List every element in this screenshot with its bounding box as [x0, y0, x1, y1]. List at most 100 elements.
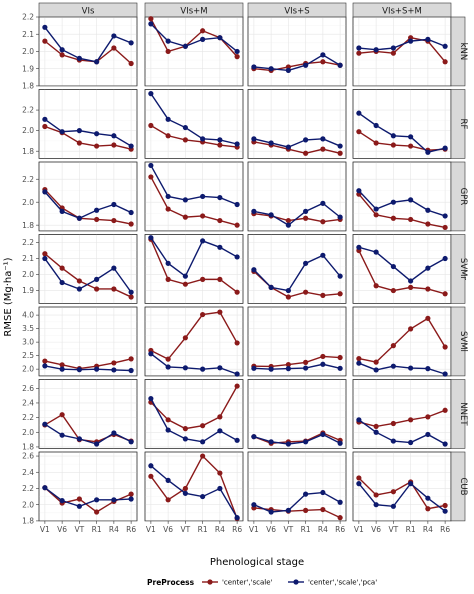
- data-point: [425, 495, 431, 501]
- data-point: [442, 407, 448, 413]
- data-point: [268, 366, 274, 372]
- data-point: [408, 38, 414, 44]
- data-point: [42, 358, 48, 364]
- series-line-1: [44, 413, 132, 443]
- data-point: [442, 502, 448, 509]
- panel-svml-vis-m: [144, 306, 244, 377]
- series-line-1: [358, 477, 446, 510]
- panel-border: [38, 234, 138, 304]
- data-point: [268, 212, 274, 218]
- data-point: [373, 212, 379, 218]
- data-point: [111, 133, 117, 139]
- panel-background: [144, 234, 244, 304]
- panel-background: [352, 161, 452, 232]
- data-point: [390, 363, 396, 369]
- y-tick-label: 3.0: [22, 338, 34, 347]
- panel-knn-vis-s: [247, 16, 347, 87]
- x-tick-label: VT: [389, 525, 399, 534]
- panel-background: [38, 451, 138, 522]
- data-point: [234, 54, 240, 60]
- data-point: [200, 238, 206, 244]
- data-point: [165, 276, 171, 282]
- y-tick-label: 2.1: [22, 30, 34, 39]
- data-point: [165, 477, 171, 483]
- panel-background: [247, 306, 347, 377]
- data-point: [337, 365, 343, 371]
- data-point: [408, 326, 414, 332]
- data-point: [337, 150, 343, 156]
- series-line-1: [44, 189, 132, 225]
- series-line-1: [253, 61, 341, 72]
- data-point: [42, 116, 48, 122]
- data-point: [128, 491, 134, 497]
- row-strip-label: NNET: [458, 402, 468, 426]
- data-point: [320, 489, 326, 496]
- panel-svmr-vis-m: [144, 234, 244, 304]
- series-line-1: [358, 36, 446, 63]
- y-tick-label: 1.8: [22, 221, 34, 230]
- data-point: [425, 207, 431, 213]
- panel-knn-vis-m: [144, 16, 244, 87]
- data-point: [182, 124, 188, 131]
- x-axis-vis: V1 V6 VT R1 R4 R6: [40, 520, 136, 534]
- panel-border: [144, 161, 244, 232]
- panel-cub-vis-s-m: [352, 451, 452, 522]
- panel-border: [247, 451, 347, 522]
- y-tick-label: 2.4: [22, 468, 34, 477]
- data-point: [76, 503, 82, 509]
- data-point: [182, 281, 188, 287]
- data-point: [268, 66, 274, 72]
- x-tick-label: V6: [266, 525, 276, 534]
- panel-svmr-vis: [38, 234, 138, 304]
- panel-border: [144, 451, 244, 522]
- data-point: [390, 50, 396, 56]
- data-point: [128, 209, 134, 216]
- data-point: [425, 36, 431, 42]
- data-point: [128, 221, 134, 227]
- row-strip-box: [450, 379, 466, 449]
- data-point: [42, 123, 48, 130]
- panel-rf-vis-m: [144, 89, 244, 159]
- x-tick-label: R1: [92, 525, 102, 534]
- series-line-2: [44, 258, 132, 293]
- data-point: [425, 366, 431, 372]
- data-point: [111, 201, 117, 208]
- series-line-2: [150, 93, 238, 145]
- data-point: [390, 263, 396, 270]
- data-point: [303, 62, 309, 68]
- data-point: [303, 289, 309, 295]
- panel-gpr-vis-s-m: [352, 161, 452, 232]
- data-point: [42, 255, 48, 262]
- data-point: [408, 197, 414, 203]
- x-tick-label: VT: [75, 525, 85, 534]
- series-line-2: [358, 482, 446, 512]
- panel-border: [144, 379, 244, 449]
- data-point: [408, 417, 414, 423]
- x-tick-label: V6: [163, 525, 173, 534]
- data-point: [303, 507, 309, 513]
- data-point: [356, 475, 362, 481]
- row-nnet: 1.8 2.0 2.2 2.4 2.6 NNET: [22, 379, 468, 452]
- data-point: [251, 434, 257, 440]
- series-line-1: [150, 124, 238, 148]
- data-point: [425, 149, 431, 155]
- data-point: [165, 356, 171, 362]
- row-strip-box: [450, 306, 466, 377]
- data-point: [285, 144, 291, 150]
- data-point: [148, 473, 154, 479]
- y-tick-label: 2.2: [22, 13, 34, 22]
- data-point: [337, 143, 343, 149]
- data-point: [165, 38, 171, 44]
- panel-cub-vis-s: [247, 451, 347, 522]
- data-point: [94, 286, 100, 292]
- data-point: [320, 136, 326, 142]
- data-point: [390, 420, 396, 427]
- data-point: [408, 216, 414, 223]
- data-point: [94, 216, 100, 223]
- data-point: [182, 426, 188, 432]
- data-point: [442, 441, 448, 447]
- data-point: [320, 59, 326, 65]
- data-point: [111, 497, 117, 503]
- data-point: [94, 509, 100, 515]
- data-point: [373, 47, 379, 53]
